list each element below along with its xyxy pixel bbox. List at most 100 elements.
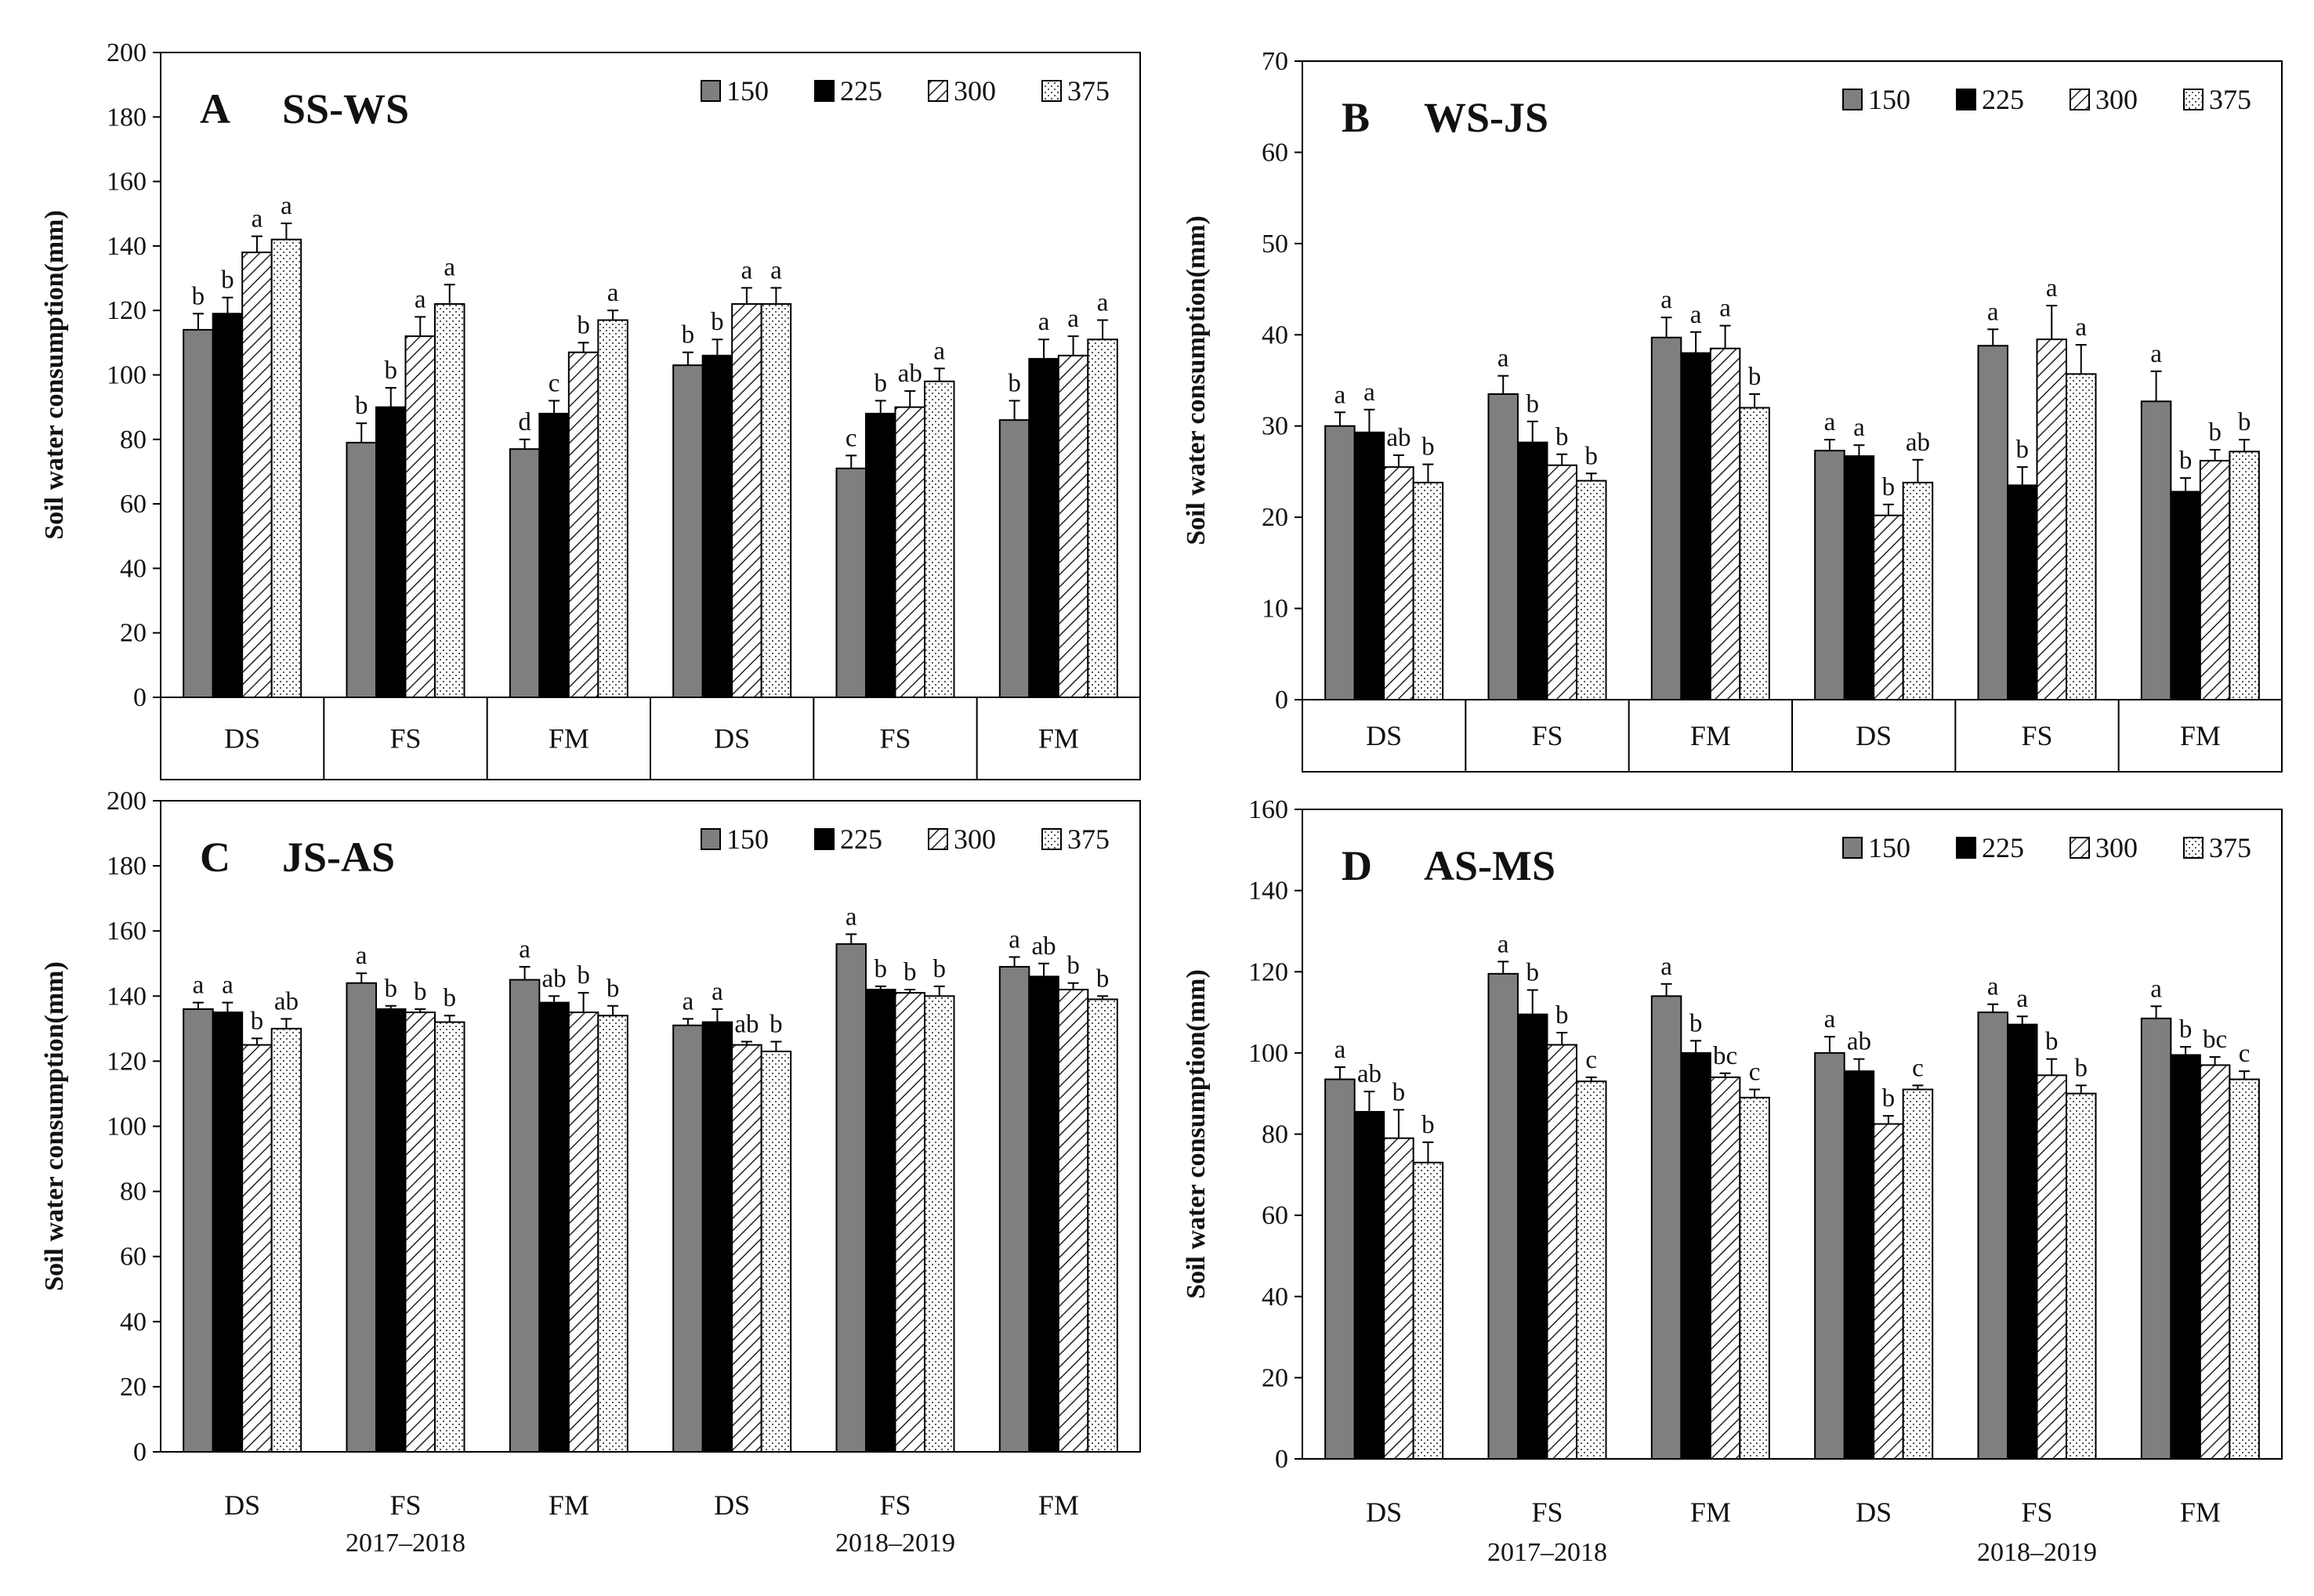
bar	[1977, 345, 2008, 700]
significance-letter: b	[444, 984, 457, 1012]
bar	[1843, 455, 1875, 701]
bar	[2170, 490, 2201, 700]
category-label: FS	[2021, 720, 2052, 751]
significance-letter: b	[682, 321, 695, 349]
category-label: FM	[2180, 1496, 2221, 1528]
legend-label: 300	[2095, 84, 2138, 115]
significance-letter: a	[1690, 301, 1702, 329]
significance-letter: a	[356, 942, 368, 970]
significance-letter: b	[2075, 1054, 2088, 1082]
bar	[894, 406, 925, 699]
significance-letter: a	[933, 337, 945, 365]
bar	[998, 965, 1030, 1453]
significance-letter: a	[2075, 313, 2087, 342]
bar	[212, 1012, 244, 1453]
bar	[2007, 484, 2038, 701]
significance-letter: b	[221, 266, 234, 295]
significance-letter: ab	[274, 987, 299, 1015]
bar	[760, 1050, 792, 1453]
significance-letter: a	[1987, 298, 1999, 326]
significance-letter: a	[252, 205, 263, 233]
bar	[1650, 336, 1682, 700]
category-label: FM	[1038, 1489, 1079, 1521]
bar	[865, 412, 896, 698]
bar	[183, 1008, 214, 1453]
bar	[567, 351, 599, 698]
significance-letter: a	[1067, 305, 1079, 333]
bar	[375, 1008, 407, 1453]
significance-letter: c	[1585, 1046, 1597, 1074]
significance-letter: b	[251, 1007, 264, 1035]
bar	[597, 1015, 628, 1453]
category-label: DS	[714, 1489, 750, 1521]
legend-swatch	[1956, 837, 1976, 859]
significance-letter: a	[193, 972, 205, 1000]
significance-letter: b	[1421, 433, 1435, 461]
y-tick-label: 140	[107, 982, 147, 1011]
significance-letter: b	[711, 308, 724, 336]
legend-label: 150	[1868, 832, 1910, 863]
significance-letter: bc	[1713, 1042, 1737, 1070]
bar	[1546, 1044, 1577, 1460]
legend-swatch	[1956, 89, 1976, 110]
panel-letter: A	[200, 85, 230, 132]
significance-letter: ab	[734, 1010, 759, 1038]
y-tick-label: 20	[1262, 503, 1288, 532]
y-tick-label: 80	[120, 425, 147, 454]
significance-letter: ab	[1847, 1028, 1871, 1056]
significance-letter: a	[2046, 274, 2058, 302]
legend-label: 225	[1982, 84, 2024, 115]
y-axis-label: Soil water consumption(mm)	[1182, 215, 1211, 545]
y-tick-label: 40	[1262, 320, 1288, 349]
bar	[1087, 998, 1118, 1453]
significance-letter: a	[1009, 925, 1020, 954]
legend-swatch	[2070, 89, 2090, 110]
significance-letter: a	[1660, 953, 1672, 981]
bar	[346, 982, 377, 1453]
significance-letter: b	[385, 356, 398, 385]
significance-letter: b	[875, 955, 888, 983]
bar	[2140, 400, 2172, 700]
significance-letter: a	[1853, 414, 1865, 442]
bar	[2199, 1064, 2231, 1460]
significance-letter: b	[577, 311, 590, 339]
significance-letter: ab	[1032, 932, 1056, 961]
y-tick-label: 0	[1275, 686, 1288, 715]
year-label: 2018–2019	[1977, 1538, 2097, 1567]
category-label: FS	[2021, 1496, 2052, 1528]
category-label: DS	[714, 723, 750, 755]
significance-letter: a	[607, 279, 619, 307]
significance-letter: a	[519, 936, 531, 964]
y-tick-label: 0	[133, 1438, 147, 1467]
legend-label: 300	[954, 75, 996, 107]
significance-letter: a	[683, 987, 694, 1015]
bar	[894, 992, 925, 1453]
significance-letter: b	[1585, 442, 1599, 470]
significance-letter: a	[846, 903, 857, 931]
significance-letter: a	[741, 256, 753, 284]
bar	[1576, 1080, 1607, 1460]
significance-letter: a	[1038, 308, 1050, 336]
bar	[1057, 988, 1089, 1453]
y-tick-label: 100	[1248, 1039, 1288, 1068]
bar	[404, 335, 436, 698]
category-label: DS	[1856, 1496, 1892, 1528]
significance-letter: a	[281, 192, 292, 220]
significance-letter: a	[2016, 985, 2028, 1013]
category-label: FM	[549, 723, 589, 755]
y-tick-label: 80	[1262, 1120, 1288, 1149]
panel-title: SS-WS	[282, 85, 409, 132]
y-tick-label: 10	[1262, 595, 1288, 624]
bar	[404, 1012, 436, 1453]
bar	[2036, 1074, 2067, 1460]
bar	[1487, 972, 1519, 1460]
panel-title: AS-MS	[1424, 842, 1555, 889]
significance-letter: bc	[2203, 1026, 2227, 1054]
significance-letter: ab	[1386, 424, 1410, 452]
significance-letter: b	[904, 958, 917, 986]
significance-letter: b	[1066, 952, 1080, 980]
legend-swatch	[2183, 837, 2204, 859]
plot-frame	[160, 52, 1141, 780]
bar	[1843, 1070, 1875, 1460]
y-tick-label: 120	[107, 1047, 147, 1076]
